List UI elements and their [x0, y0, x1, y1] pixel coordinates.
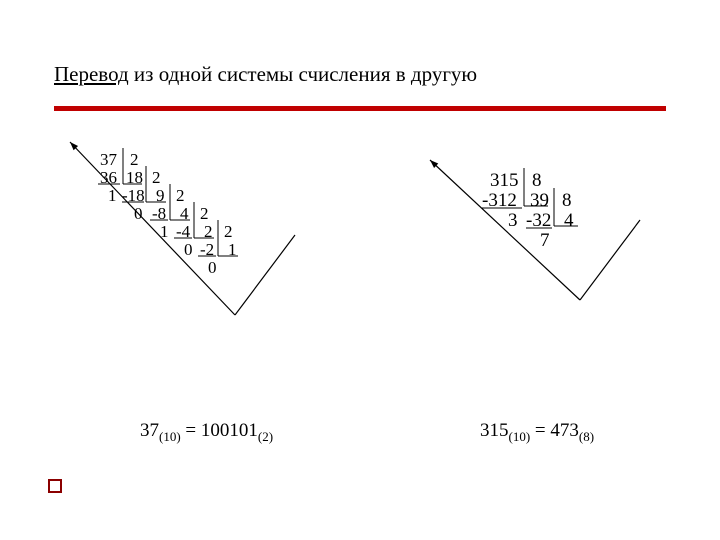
calc-cell: 0 [184, 240, 193, 260]
calc-cell: 39 [530, 190, 549, 212]
calc-cell: 4 [180, 204, 189, 224]
calc-cell: -4 [176, 222, 190, 242]
title-underlined: Перевод [54, 62, 129, 86]
calc-cell: 7 [540, 230, 550, 252]
calc-cell: 1 [108, 186, 117, 206]
calc-cell: 36 [100, 168, 117, 188]
calc-cell: 315 [490, 170, 519, 192]
result-left: 37(10) = 100101(2) [140, 420, 273, 445]
calc-cell: -2 [200, 240, 214, 260]
result-right: 315(10) = 473(8) [480, 420, 594, 445]
calc-cell: 18 [126, 168, 143, 188]
calc-cell: 37 [100, 150, 117, 170]
calc-cell: 3 [508, 210, 518, 232]
page-title: Перевод из одной системы счисления в дру… [54, 62, 477, 87]
calc-cell: 9 [156, 186, 165, 206]
calc-cell: 0 [134, 204, 143, 224]
calc-cell: 1 [228, 240, 237, 260]
calc-cell: 1 [160, 222, 169, 242]
calc-cell: 2 [152, 168, 161, 188]
calc-cell: -312 [482, 190, 517, 212]
calc-cell: 2 [224, 222, 233, 242]
calc-cell: 8 [562, 190, 572, 212]
slide-marker-icon [48, 479, 62, 493]
calc-cell: 4 [564, 210, 574, 232]
calc-cell: 2 [204, 222, 213, 242]
calc-cell: -18 [122, 186, 145, 206]
calc-cell: 2 [130, 150, 139, 170]
calc-cell: 2 [176, 186, 185, 206]
title-rest: из одной системы счисления в другую [129, 62, 477, 86]
calc-cell: 0 [208, 258, 217, 278]
calc-cell: -32 [526, 210, 551, 232]
calc-cell: -8 [152, 204, 166, 224]
calc-cell: 8 [532, 170, 542, 192]
calc-cell: 2 [200, 204, 209, 224]
